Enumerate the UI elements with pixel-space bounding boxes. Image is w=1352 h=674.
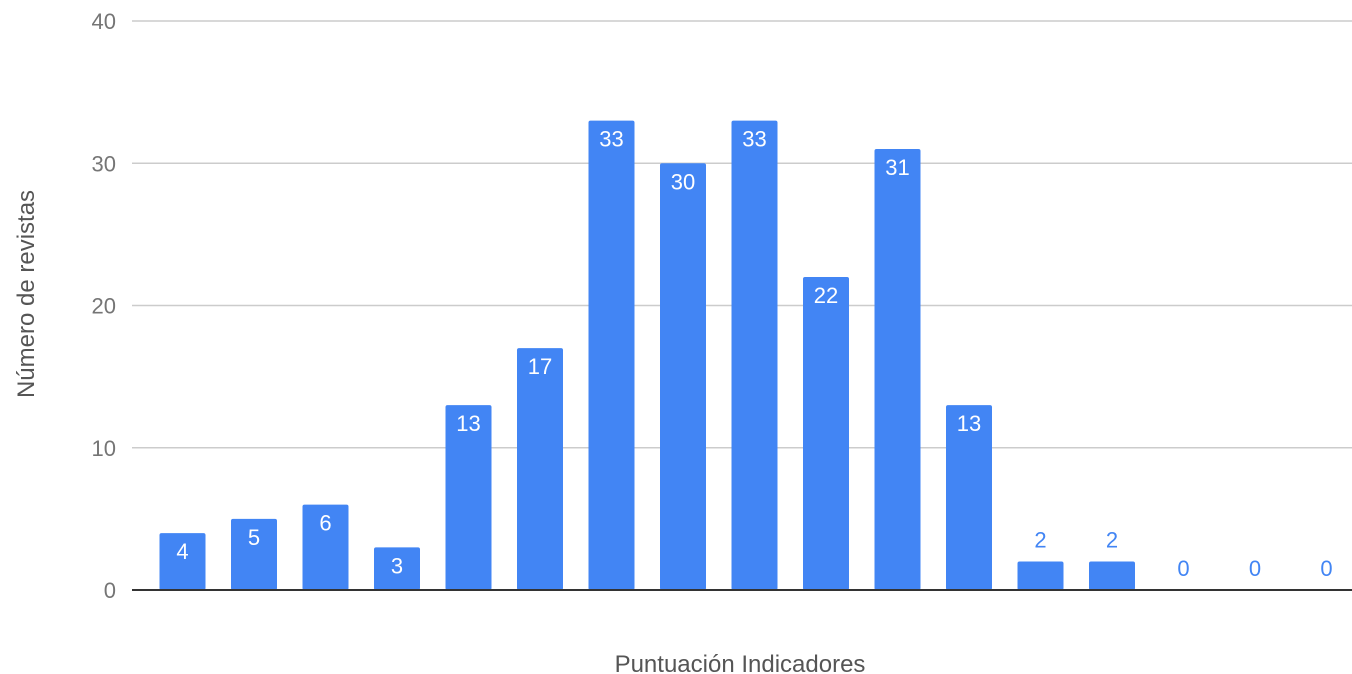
bar [159, 533, 206, 590]
bar-value-label: 33 [599, 127, 623, 152]
y-tick-label: 30 [92, 151, 116, 176]
bar-value-label: 2 [1034, 528, 1046, 553]
bar-value-label: 30 [671, 169, 695, 194]
bar [517, 348, 563, 590]
bar-value-label: 22 [814, 283, 838, 308]
y-axis-ticks: 0 10 20 30 40 [92, 9, 116, 603]
bar [874, 149, 921, 590]
bar-value-label: 31 [885, 155, 909, 180]
y-axis-title: Número de revistas [13, 190, 40, 398]
bar-value-label: 3 [391, 553, 403, 578]
bar-value-label: 0 [1249, 556, 1261, 581]
bar [803, 277, 849, 590]
bar [731, 120, 778, 590]
bar-value-label: 2 [1106, 528, 1118, 553]
bar [374, 547, 420, 590]
bar-value-label: 0 [1177, 556, 1189, 581]
bar [588, 120, 635, 590]
bar-value-label: 17 [528, 354, 552, 379]
bar-value-label: 6 [319, 511, 331, 536]
y-tick-label: 0 [104, 578, 116, 603]
bar [445, 405, 492, 590]
y-tick-label: 20 [92, 294, 116, 319]
bar [946, 405, 992, 590]
bar-value-label: 33 [742, 127, 766, 152]
y-tick-label: 40 [92, 9, 116, 34]
bar [1017, 561, 1064, 590]
bar [660, 163, 706, 590]
x-axis-title: Puntuación Indicadores [615, 651, 866, 674]
y-tick-label: 10 [92, 436, 116, 461]
bar [231, 518, 277, 590]
bar [302, 504, 349, 590]
bar-value-label: 5 [248, 525, 260, 550]
bar-value-label: 4 [176, 539, 188, 564]
bar-value-label: 13 [456, 411, 480, 436]
bar-value-label: 13 [957, 411, 981, 436]
bars [159, 120, 1135, 590]
bar [1089, 561, 1135, 590]
bar-value-label: 0 [1320, 556, 1332, 581]
